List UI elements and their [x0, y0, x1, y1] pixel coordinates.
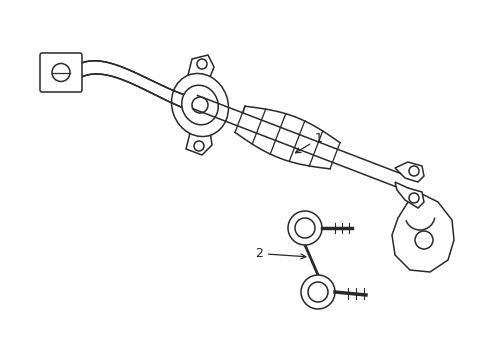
FancyBboxPatch shape [40, 53, 82, 92]
Ellipse shape [194, 141, 203, 151]
Polygon shape [187, 55, 214, 77]
Ellipse shape [307, 282, 327, 302]
Polygon shape [192, 95, 400, 186]
Ellipse shape [197, 59, 206, 69]
Ellipse shape [287, 211, 321, 245]
Ellipse shape [294, 218, 314, 238]
Text: 1: 1 [295, 132, 322, 153]
Text: 2: 2 [254, 247, 305, 260]
Polygon shape [394, 162, 423, 182]
Ellipse shape [171, 73, 228, 136]
Ellipse shape [192, 97, 207, 113]
Polygon shape [235, 106, 339, 169]
Ellipse shape [414, 231, 432, 249]
Ellipse shape [408, 166, 418, 176]
Ellipse shape [408, 193, 418, 203]
Polygon shape [394, 182, 423, 208]
Ellipse shape [182, 85, 218, 125]
Polygon shape [185, 131, 212, 155]
Polygon shape [391, 188, 453, 272]
Polygon shape [80, 61, 195, 112]
Ellipse shape [52, 63, 70, 81]
Ellipse shape [301, 275, 334, 309]
